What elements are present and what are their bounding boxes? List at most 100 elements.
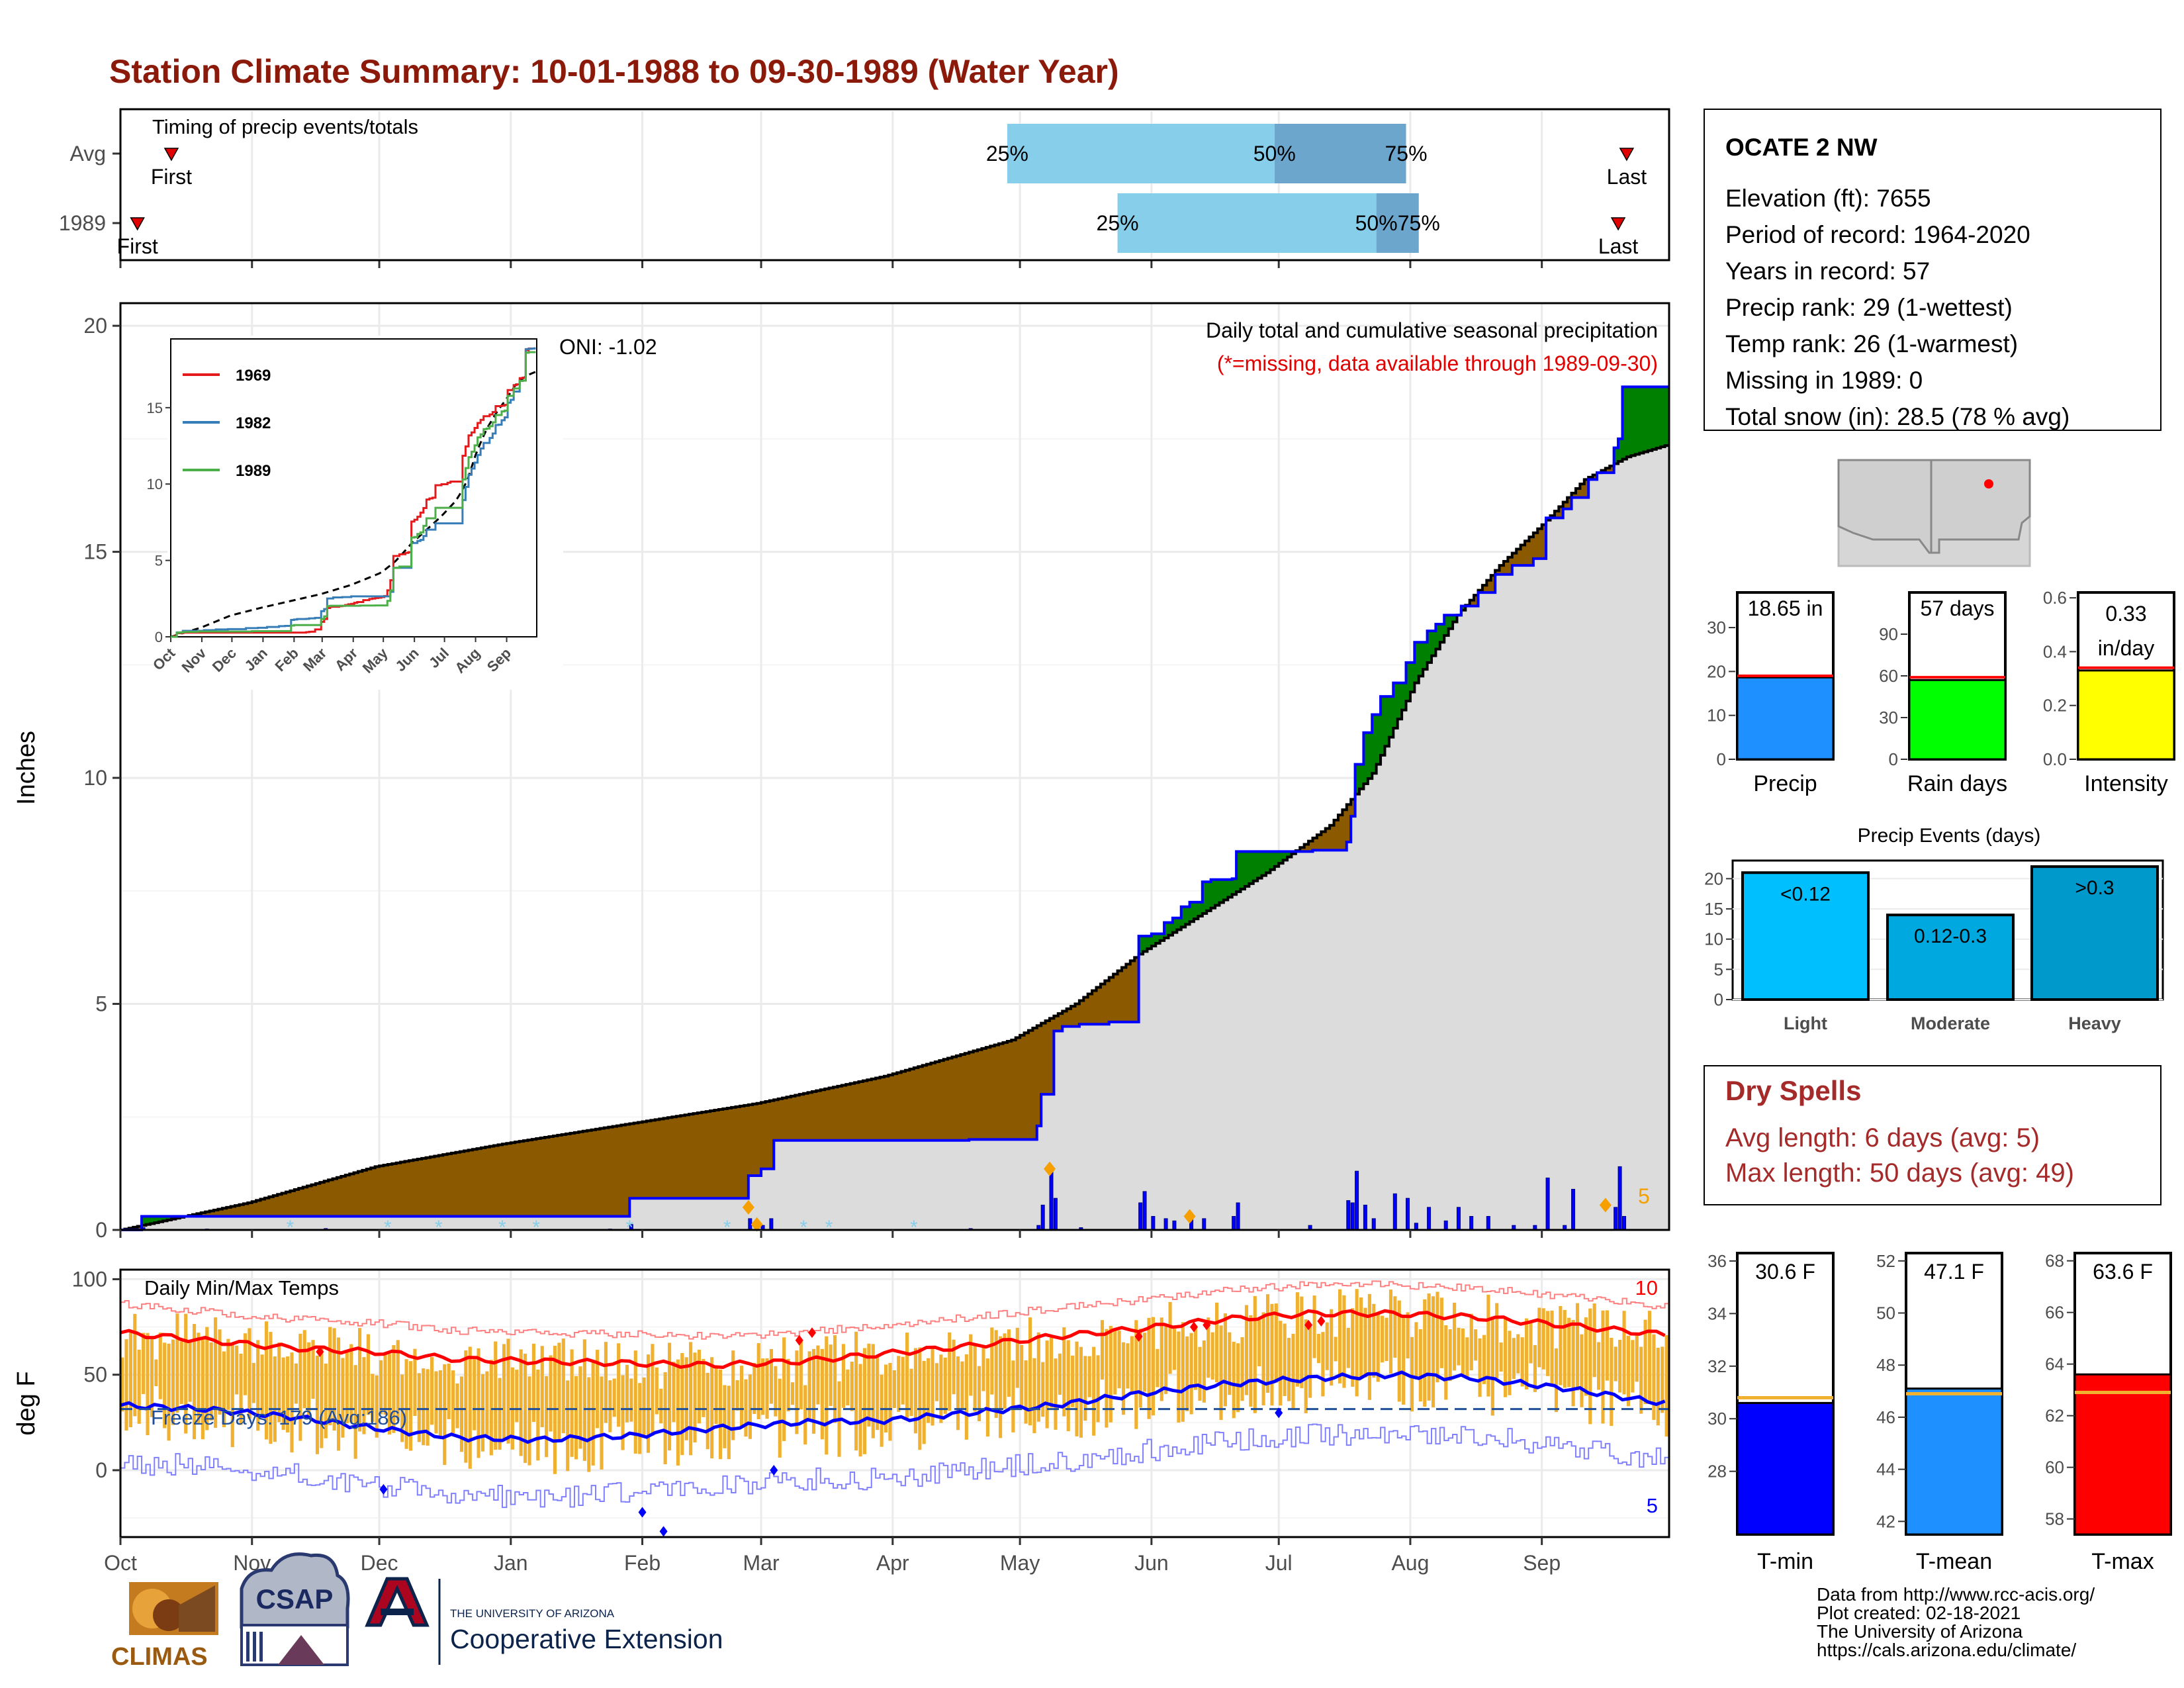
precip-deficit-segment [218, 1209, 223, 1217]
record-low-marker [770, 1465, 778, 1476]
timing-bar-50-75 [1376, 193, 1419, 253]
daily-temp-bar [1631, 1340, 1635, 1393]
timing-row-label: Avg [69, 142, 106, 165]
precip-surplus-segment [1385, 696, 1390, 747]
daily-temp-bar [1279, 1321, 1283, 1406]
precip-deficit-segment [298, 1188, 304, 1217]
precip-deficit-segment [443, 1154, 448, 1217]
precip-surplus-segment [1219, 879, 1224, 903]
inset-ytick-label: 10 [147, 476, 163, 492]
daily-temp-bar [536, 1369, 540, 1461]
daily-temp-bar [1601, 1310, 1605, 1424]
daily-temp-bar [1185, 1336, 1189, 1411]
precip-surplus-segment [1614, 447, 1619, 464]
daily-temp-bar [689, 1342, 693, 1456]
precip-deficit-segment [1346, 804, 1351, 843]
precip-surplus-segment [1393, 682, 1398, 728]
daily-precip-bar [1392, 1193, 1397, 1231]
daily-temp-bar [752, 1362, 756, 1415]
precip-surplus-segment [171, 1216, 176, 1219]
daily-temp-bar [1092, 1346, 1096, 1436]
daily-temp-bar [294, 1363, 298, 1404]
daily-temp-bar [133, 1313, 137, 1417]
daily-temp-bar [684, 1357, 688, 1440]
precip-ytick-label: 15 [83, 540, 107, 564]
events-ytick-label: 10 [1704, 929, 1723, 949]
daily-temp-bar [1270, 1303, 1274, 1406]
precip-deficit-segment [531, 1139, 537, 1217]
precip-deficit-segment [897, 1072, 902, 1141]
daily-temp-bar [1588, 1308, 1592, 1425]
precip-surplus-segment [1448, 615, 1453, 629]
precip-surplus-segment [158, 1216, 163, 1222]
daily-temp-bar [1385, 1317, 1388, 1362]
daily-temp-bar [243, 1333, 248, 1395]
precip-deficit-segment [205, 1211, 210, 1217]
daily-temp-bar [1652, 1334, 1656, 1421]
seasonal-totals-bars: 0 10 20 30 18.65 in Precip 0 30 60 90 57 days Rain … [1707, 588, 2175, 796]
daily-temp-bar [171, 1339, 175, 1425]
daily-temp-bar [825, 1336, 829, 1455]
precip-deficit-segment [214, 1209, 219, 1217]
first-event-label: First [117, 234, 158, 258]
daily-temp-bar [1330, 1309, 1334, 1386]
daily-temp-bar [714, 1366, 718, 1425]
temp-bar-ytick-label: 32 [1707, 1356, 1727, 1376]
daily-temp-bar [1164, 1325, 1168, 1394]
snow-marker: * [910, 1217, 918, 1239]
daily-temp-bar [841, 1344, 845, 1408]
daily-temp-bar [1083, 1356, 1087, 1421]
inset-ytick-label: 5 [155, 553, 163, 569]
precip-surplus-segment [1414, 642, 1420, 683]
daily-temp-bar [1457, 1327, 1461, 1366]
last-event-label: Last [1598, 234, 1639, 258]
daily-temp-bar [459, 1376, 464, 1452]
precip-deficit-segment [222, 1208, 227, 1217]
daily-temp-bar [473, 1359, 477, 1430]
precip-deficit-segment [349, 1174, 355, 1217]
precip-base-area [120, 445, 1669, 1230]
precip-deficit-segment [1113, 974, 1118, 1022]
precip-deficit-segment [956, 1055, 961, 1141]
precip-deficit-segment [1490, 575, 1496, 593]
daily-temp-bar [672, 1362, 676, 1423]
total-bar-label: Precip [1753, 771, 1817, 796]
daily-temp-bar [1465, 1337, 1469, 1379]
daily-precip-bar [1621, 1216, 1626, 1231]
daily-precip-bar [1443, 1220, 1448, 1231]
precip-deficit-segment [336, 1177, 341, 1217]
daily-temp-bar [531, 1343, 535, 1422]
month-label: Apr [876, 1551, 909, 1575]
extreme-precip-marker [1599, 1197, 1612, 1213]
inset-series-line [171, 347, 536, 638]
daily-temp-bar [566, 1380, 570, 1472]
footer-line: The University of Arizona [1817, 1621, 2023, 1642]
daily-temp-bar [281, 1357, 285, 1430]
daily-temp-bar [1499, 1342, 1503, 1372]
precip-deficit-segment [680, 1115, 686, 1199]
daily-temp-bar [978, 1366, 981, 1422]
daily-precip-bar [1053, 1197, 1058, 1231]
precip-deficit-segment [315, 1183, 320, 1217]
precip-surplus-segment [1431, 631, 1436, 656]
precip-deficit-segment [578, 1131, 584, 1217]
precip-surplus-segment [1270, 851, 1275, 870]
precip-deficit-segment [277, 1194, 283, 1217]
precip-deficit-segment [790, 1096, 796, 1141]
daily-temp-bar [260, 1354, 264, 1415]
precip-surplus-segment [1359, 764, 1365, 789]
total-bar-ytick-label: 20 [1707, 661, 1726, 681]
daily-temp-bar [239, 1353, 243, 1425]
precip-deficit-segment [1130, 961, 1135, 1022]
precip-deficit-segment [209, 1211, 214, 1217]
timing-p75: 75% [1398, 211, 1440, 235]
precip-deficit-segment [1482, 585, 1487, 593]
month-label: May [1000, 1551, 1040, 1575]
location-map [1837, 459, 2031, 567]
precip-deficit-segment [625, 1124, 630, 1217]
daily-temp-bar [1414, 1322, 1418, 1380]
precip-deficit-segment [858, 1082, 864, 1141]
daily-temp-bar [1448, 1329, 1452, 1382]
precip-deficit-segment [850, 1083, 855, 1141]
